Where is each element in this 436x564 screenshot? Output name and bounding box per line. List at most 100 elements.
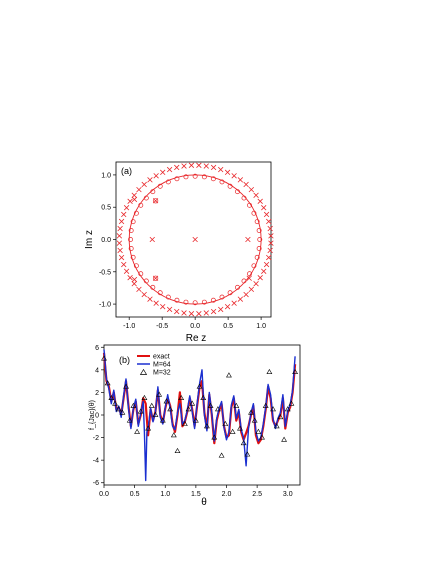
x-tick-label: 1.0 (256, 323, 266, 330)
y-tick-label: 2 (95, 390, 99, 397)
panel-a: (a) -1.0 -0.5 0.0 0.5 1.0 1.00.50.0-0.5-1.0 … (84, 161, 274, 344)
outer-cross-marker (188, 162, 195, 169)
triangle-marker-m32 (174, 447, 181, 454)
circle-marker (257, 237, 263, 242)
panel-a-y-axis: 1.0 0.5 0.0 -0.5 -1.0 (99, 172, 116, 309)
outer-cross-marker (257, 198, 263, 204)
circle-marker (251, 210, 257, 216)
y-tick-label: -6 (93, 480, 99, 487)
outer-cross-marker (147, 177, 153, 183)
outer-cross-marker (166, 306, 173, 313)
outer-cross-marker (203, 310, 209, 316)
triangle-marker-m32 (170, 432, 177, 438)
outer-cross-marker (266, 218, 272, 225)
triangle-marker-m32 (222, 420, 229, 426)
outer-cross-marker (196, 310, 202, 317)
outer-cross-marker (196, 162, 202, 169)
triangle-marker-m32 (237, 425, 243, 431)
panel-b-label: (b) (119, 355, 130, 365)
outer-cross-marker (267, 247, 273, 254)
triangle-marker-m32 (244, 451, 251, 457)
circle-marker (235, 284, 240, 290)
triangle-marker-m32 (226, 372, 232, 378)
triangle-marker-m32 (215, 406, 221, 412)
panel-b-x-axis: 0.0 0.5 1.0 1.5 2.0 2.5 3.0 (99, 485, 293, 498)
triangle-marker-m32 (163, 398, 170, 404)
circle-marker (143, 195, 149, 201)
inner-circle-marker (152, 198, 159, 204)
x-tick-label: 0.5 (130, 491, 140, 498)
triangle-marker-m32 (251, 417, 258, 423)
outer-cross-marker (248, 186, 255, 193)
outer-cross-marker (231, 173, 237, 179)
circle-marker (192, 300, 198, 306)
outer-cross-marker (153, 173, 159, 179)
circle-marker (133, 263, 139, 269)
triangle-marker-m32 (101, 355, 107, 361)
circle-marker (157, 290, 163, 296)
triangle-marker-m32 (248, 409, 254, 415)
y-tick-label: -1.0 (99, 302, 111, 309)
outer-cross-marker (188, 310, 195, 317)
outer-cross-marker (131, 192, 137, 198)
triangle-marker-m32 (211, 434, 218, 440)
y-tick-label: 0 (95, 413, 99, 420)
circle-marker (174, 176, 180, 182)
circle-marker (128, 228, 134, 233)
y-tick-label: 1.0 (101, 172, 111, 179)
circle-marker (256, 228, 262, 233)
y-tick-label: 0.5 (101, 205, 111, 212)
outer-cross-marker (257, 275, 263, 281)
panel-b-y-axis: 6 4 2 0 -2 -4 -6 (93, 345, 104, 487)
triangle-marker-m32 (119, 409, 126, 415)
panel-a-x-label: Re z (186, 333, 207, 344)
outer-cross-marker (174, 164, 180, 171)
triangle-marker-m32 (273, 423, 280, 429)
outer-cross-marker (210, 308, 217, 315)
triangle-marker-m32 (270, 406, 276, 412)
triangle-marker-m32 (203, 423, 210, 429)
outer-cross-marker (127, 198, 133, 204)
circle-marker (138, 271, 144, 277)
outer-cross-marker (121, 261, 127, 268)
outer-cross-marker (136, 186, 142, 193)
inner-cross-marker (192, 236, 198, 243)
circle-marker (210, 297, 216, 303)
panel-b: (b) 0.0 0.5 1.0 1.5 2.0 2.5 3.0 6 4 2 0 -2 -4 -6 θ f… (89, 344, 301, 508)
y-tick-label: -0.5 (99, 269, 111, 276)
panel-b-legend: exact M=64 M=32 (137, 354, 171, 377)
x-tick-label: 3.0 (283, 491, 293, 498)
outer-cross-marker (237, 177, 244, 183)
circle-marker (130, 219, 136, 225)
triangle-marker-m32 (104, 380, 111, 386)
outer-cross-marker (116, 240, 123, 246)
triangle-marker-m32 (192, 417, 199, 423)
outer-cross-marker (117, 225, 123, 232)
legend-label-m32: M=32 (153, 370, 171, 377)
circle-marker (138, 202, 144, 208)
y-tick-label: 0.0 (101, 237, 111, 244)
triangle-marker-m32 (130, 402, 137, 408)
outer-cross-marker (263, 261, 270, 268)
circle-marker (150, 284, 156, 290)
outer-cross-marker (266, 254, 272, 261)
triangle-marker-m32 (288, 400, 295, 406)
circle-marker (183, 174, 189, 180)
inner-cross-marker (245, 236, 251, 243)
triangle-marker-m32 (112, 400, 118, 406)
outer-cross-marker (181, 310, 187, 316)
outer-cross-marker (218, 306, 224, 313)
outer-cross-marker (117, 247, 123, 254)
circle-marker (247, 202, 252, 208)
triangle-marker-m32 (196, 383, 203, 389)
triangle-marker-m32 (134, 428, 140, 434)
triangle-marker-m32 (123, 383, 129, 389)
outer-cross-marker (261, 205, 267, 211)
outer-cross-marker (268, 233, 274, 239)
triangle-marker-m32 (292, 368, 299, 374)
x-tick-label: 0.0 (190, 323, 200, 330)
outer-cross-marker (153, 300, 159, 306)
x-tick-label: 2.5 (252, 491, 262, 498)
circle-marker (251, 263, 257, 269)
